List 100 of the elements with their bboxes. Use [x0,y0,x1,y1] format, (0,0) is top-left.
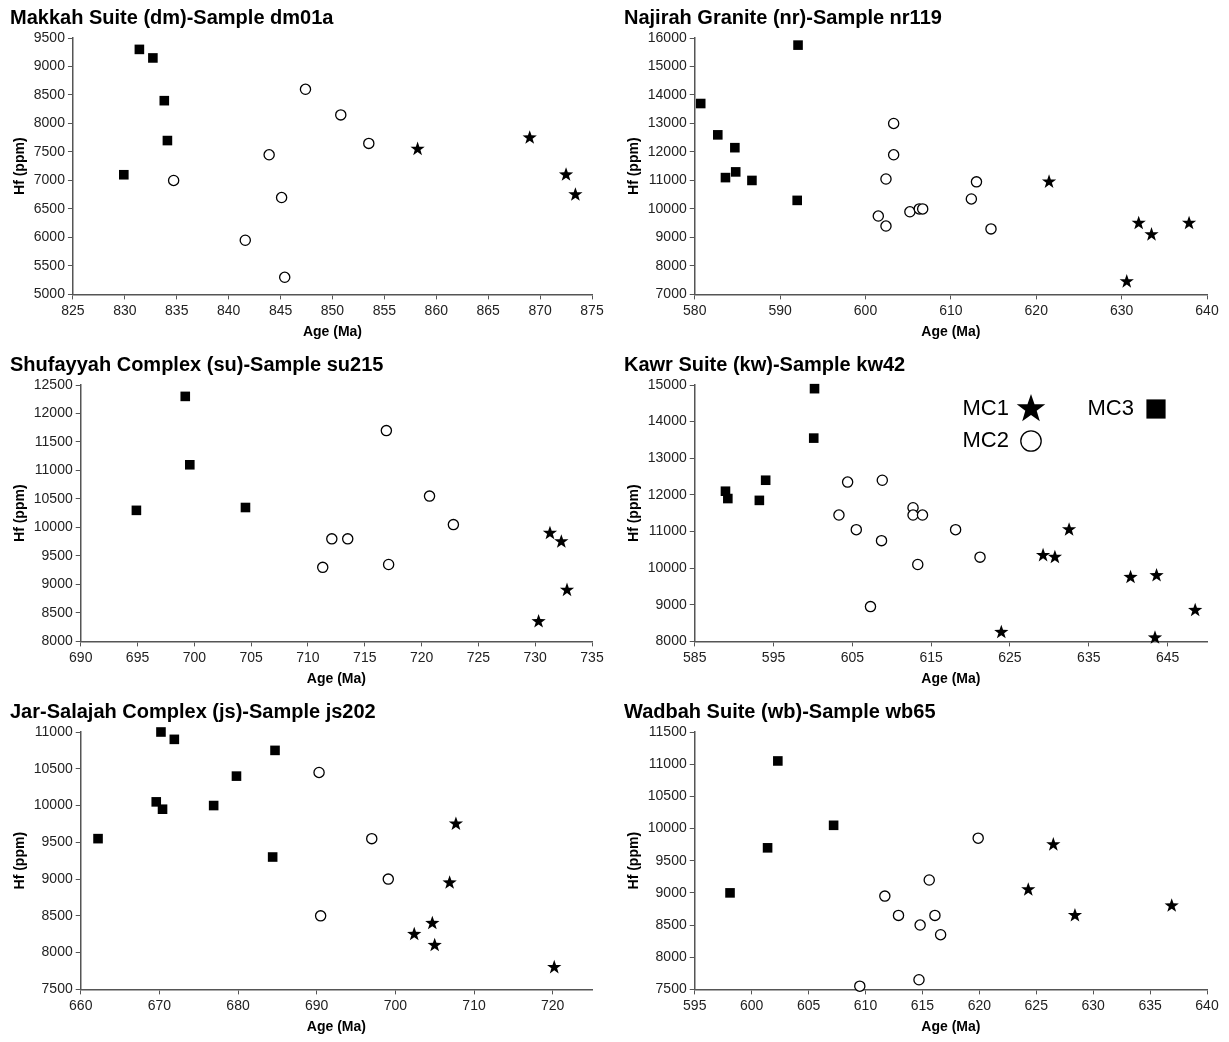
point [929,909,941,922]
x-tick-label: 635 [1077,648,1101,665]
x-tick-label: 725 [466,648,491,665]
point [1061,522,1077,536]
point [148,53,158,63]
point [335,109,347,121]
y-tick-label: 12500 [33,375,73,392]
y-tick-label: 12000 [647,485,687,502]
y-tick-label: 8500 [41,603,73,620]
y-axis-title: Hf (ppm) [625,137,642,195]
x-tick-label: 735 [580,648,604,665]
chart-title: Kawr Suite (kw)-Sample kw42 [624,352,906,375]
point [723,493,733,504]
point [695,98,706,109]
point [972,832,984,844]
point [442,875,457,889]
x-tick-label: 835 [165,301,189,318]
point [425,915,440,930]
point [904,206,916,218]
point [1149,567,1164,582]
x-tick-label: 875 [580,301,604,318]
y-tick-label: 10000 [33,518,73,535]
y-tick-label: 15000 [647,375,687,392]
x-tick-label: 840 [216,301,241,318]
point [156,727,166,737]
point [542,525,558,540]
point [792,195,802,206]
point [887,117,900,130]
point [151,797,162,807]
point [934,928,947,941]
x-axis-title: Age (Ma) [921,670,981,687]
point [994,624,1009,639]
point [270,745,280,756]
x-axis-title: Age (Ma) [306,1018,366,1035]
point [773,756,783,766]
point [725,888,735,898]
point [1131,215,1146,230]
y-tick-label: 9500 [41,546,73,563]
x-tick-label: 865 [476,301,501,318]
point [314,910,327,922]
y-tick-label: 6500 [33,199,66,216]
x-tick-label: 620 [1024,301,1049,318]
point [119,169,129,180]
y-tick-label: 11000 [34,461,73,478]
x-tick-label: 825 [61,301,85,318]
point [531,613,546,628]
y-axis-title: Hf (ppm) [11,484,28,542]
point [267,852,278,862]
point [316,561,329,574]
x-tick-label: 845 [268,301,293,318]
x-tick-label: 645 [1155,648,1180,665]
y-tick-label: 10500 [33,489,73,506]
x-tick-label: 700 [383,996,408,1013]
chart-title: Shufayyah Complex (su)-Sample su215 [10,352,384,375]
y-axis-title: Hf (ppm) [11,831,28,890]
point [363,137,375,150]
point [410,141,425,156]
y-tick-label: 9000 [655,883,687,900]
y-tick-label: 8500 [41,906,73,923]
y-tick-label: 7000 [655,285,687,302]
y-axis-title: Hf (ppm) [625,484,642,542]
y-tick-label: 9500 [655,851,687,868]
x-tick-label: 720 [540,996,565,1013]
point [239,234,252,247]
point [1147,630,1163,644]
legend-label: MC2 [962,427,1009,453]
point [876,474,889,486]
point [965,193,978,205]
x-tick-label: 610 [853,996,878,1013]
point [985,223,997,235]
point [974,551,986,563]
point [730,167,741,177]
y-tick-label: 11500 [648,722,687,739]
y-tick-label: 7500 [33,142,66,159]
x-tick-label: 660 [69,996,93,1013]
x-tick-label: 625 [998,648,1022,665]
x-tick-label: 705 [239,648,264,665]
x-tick-label: 640 [1195,301,1219,318]
y-tick-label: 12000 [33,404,73,421]
point [522,130,537,144]
x-tick-label: 710 [296,648,320,665]
x-tick-label: 710 [462,996,486,1013]
point [854,980,866,992]
legend-label: MC3 [1087,395,1134,421]
y-tick-label: 9000 [33,57,66,74]
y-tick-label: 16000 [647,28,687,45]
x-tick-label: 605 [796,996,821,1013]
point [1181,215,1197,230]
point [341,533,354,545]
point [864,600,877,613]
x-axis-title: Age (Ma) [921,1018,981,1035]
y-tick-label: 12000 [647,142,687,159]
y-tick-label: 7500 [41,980,73,997]
y-tick-label: 15000 [647,57,687,74]
point [275,191,288,204]
point [1035,547,1051,562]
point [760,475,771,486]
x-tick-label: 830 [113,301,137,318]
point [880,220,892,232]
x-tick-label: 730 [523,648,548,665]
